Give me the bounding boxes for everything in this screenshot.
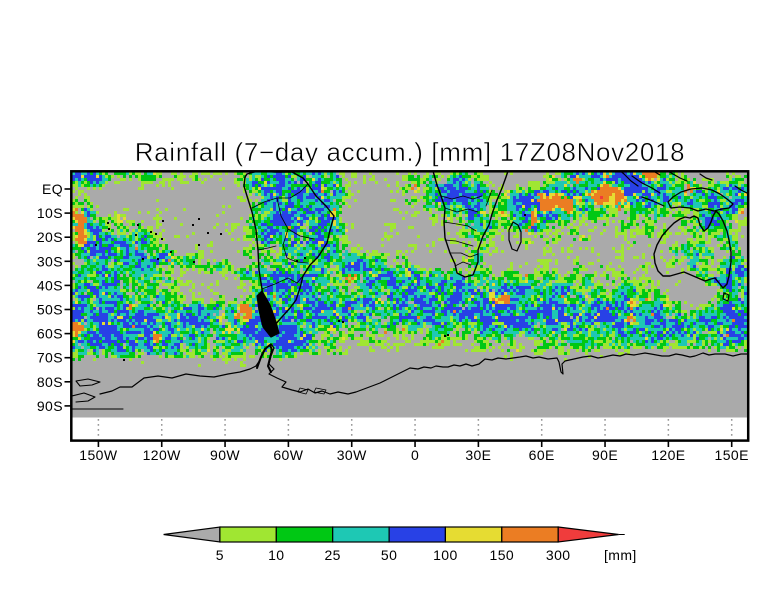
svg-text:[mm]: [mm]	[604, 547, 637, 563]
svg-text:40S: 40S	[37, 277, 63, 293]
svg-text:0: 0	[411, 447, 419, 463]
svg-text:10S: 10S	[37, 205, 63, 221]
svg-text:80S: 80S	[37, 374, 63, 390]
svg-text:60E: 60E	[529, 447, 555, 463]
svg-text:50: 50	[381, 547, 397, 563]
svg-text:25: 25	[325, 547, 341, 563]
svg-text:20S: 20S	[37, 229, 63, 245]
svg-text:70S: 70S	[37, 350, 63, 366]
svg-text:120W: 120W	[143, 447, 182, 463]
svg-text:Rainfall (7−day accum.) [mm] 1: Rainfall (7−day accum.) [mm] 17Z08Nov201…	[135, 137, 686, 167]
svg-text:90W: 90W	[210, 447, 240, 463]
svg-text:60W: 60W	[273, 447, 303, 463]
svg-text:90S: 90S	[37, 398, 63, 414]
svg-text:150E: 150E	[715, 447, 749, 463]
svg-text:100: 100	[433, 547, 458, 563]
svg-text:50S: 50S	[37, 302, 63, 318]
svg-text:60S: 60S	[37, 326, 63, 342]
svg-text:10: 10	[268, 547, 284, 563]
svg-text:5: 5	[216, 547, 224, 563]
svg-text:300: 300	[546, 547, 571, 563]
svg-text:30W: 30W	[337, 447, 367, 463]
svg-text:30E: 30E	[465, 447, 491, 463]
svg-text:120E: 120E	[651, 447, 685, 463]
svg-text:90E: 90E	[592, 447, 618, 463]
svg-text:150W: 150W	[79, 447, 118, 463]
svg-text:150: 150	[490, 547, 515, 563]
svg-text:EQ: EQ	[42, 181, 63, 197]
svg-text:30S: 30S	[37, 253, 63, 269]
